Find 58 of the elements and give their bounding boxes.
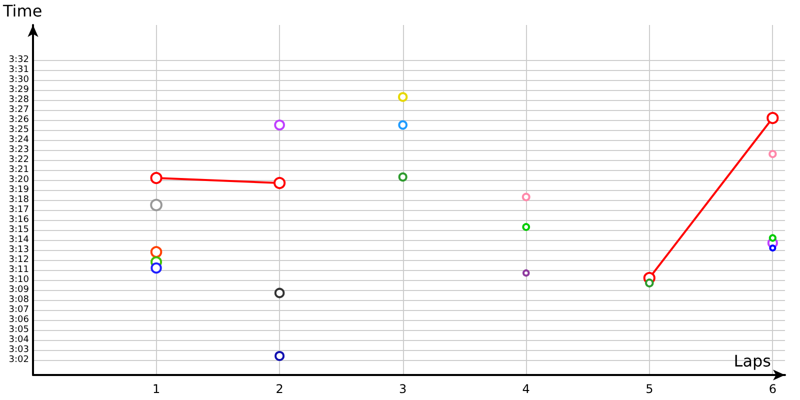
x-tick-label: 5 — [646, 382, 654, 396]
point — [398, 172, 408, 182]
point — [150, 198, 162, 212]
point — [768, 150, 777, 158]
y-tick-label: 3:23 — [8, 145, 29, 155]
y-tick-label: 3:25 — [8, 125, 29, 135]
y-tick-label: 3:12 — [8, 255, 29, 265]
point — [274, 288, 285, 298]
y-tick-label: 3:21 — [8, 165, 29, 175]
y-tick-label: 3:26 — [8, 115, 30, 125]
y-tick-label: 3:02 — [8, 355, 29, 365]
y-tick-label: 3:05 — [8, 325, 29, 335]
point — [398, 92, 408, 102]
point — [522, 192, 530, 202]
point — [522, 223, 530, 231]
point — [522, 269, 530, 277]
x-tick-label: 4 — [522, 382, 530, 396]
y-tick-label: 3:10 — [8, 275, 30, 285]
y-tick-label: 3:03 — [8, 345, 29, 355]
point — [768, 234, 776, 242]
y-tick-label: 3:30 — [8, 75, 30, 85]
y-tick-label: 3:28 — [8, 95, 30, 105]
y-tick-label: 3:20 — [8, 175, 30, 185]
x-axis-title: Laps — [734, 352, 771, 370]
y-tick-label: 3:22 — [8, 155, 29, 165]
y-tick-label: 3:14 — [8, 235, 30, 245]
y-tick-label: 3:18 — [8, 195, 30, 205]
y-tick-label: 3:17 — [8, 205, 29, 215]
point — [150, 262, 162, 274]
y-tick-label: 3:27 — [8, 105, 29, 115]
point — [150, 172, 162, 184]
point — [150, 246, 162, 258]
y-tick-label: 3:04 — [8, 335, 30, 345]
y-tick-label: 3:11 — [8, 265, 29, 275]
x-tick-label: 6 — [768, 382, 776, 396]
y-tick-label: 3:09 — [8, 285, 30, 295]
point — [766, 112, 779, 124]
point — [274, 351, 285, 361]
y-axis-title: Time — [2, 2, 42, 20]
y-tick-label: 3:31 — [8, 65, 29, 75]
y-tick-label: 3:07 — [8, 305, 29, 315]
point — [398, 120, 408, 130]
y-tick-label: 3:19 — [8, 185, 30, 195]
x-tick-label: 1 — [152, 382, 160, 396]
y-tick-label: 3:32 — [8, 55, 29, 65]
x-tick-label: 3 — [399, 382, 407, 396]
point — [645, 278, 654, 288]
y-tick-label: 3:08 — [8, 295, 30, 305]
y-tick-label: 3:16 — [8, 215, 30, 225]
point — [769, 244, 776, 252]
y-tick-label: 3:15 — [8, 225, 29, 235]
point — [274, 120, 286, 130]
y-tick-label: 3:24 — [8, 135, 30, 145]
y-tick-label: 3:29 — [8, 85, 30, 95]
point — [274, 176, 286, 190]
x-tick-label: 2 — [276, 382, 284, 396]
y-tick-label: 3:13 — [8, 245, 29, 255]
y-tick-label: 3:06 — [8, 315, 30, 325]
